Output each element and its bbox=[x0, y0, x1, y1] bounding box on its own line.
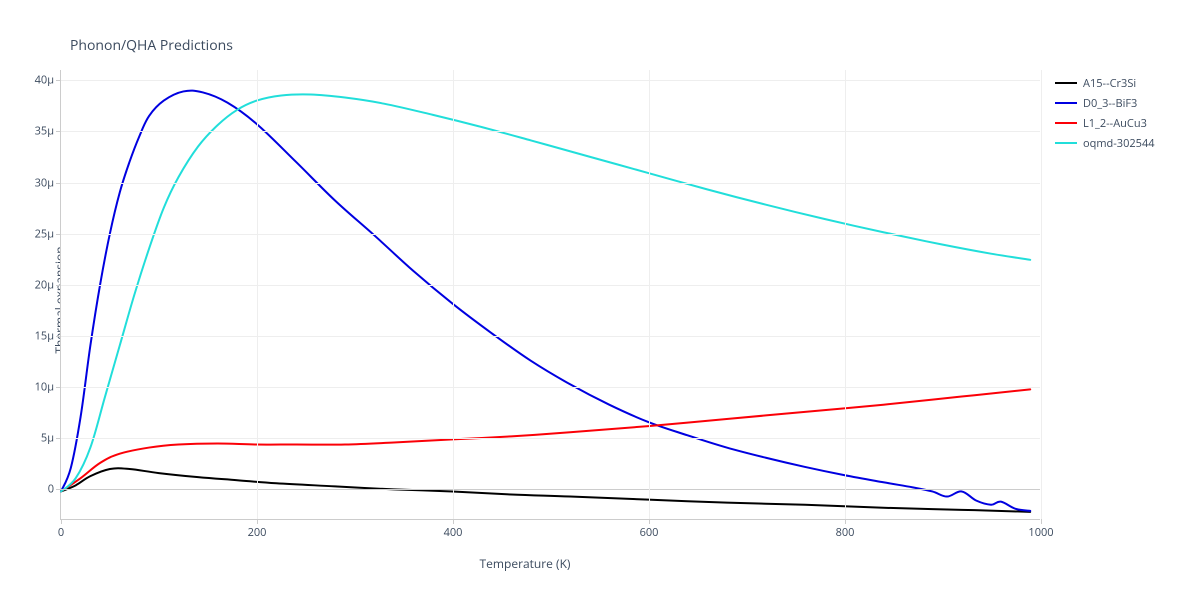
y-tick-mark bbox=[56, 387, 61, 388]
y-tick-label: 40µ bbox=[35, 73, 54, 88]
y-tick-mark bbox=[56, 234, 61, 235]
y-tick-mark bbox=[56, 438, 61, 439]
x-tick-mark bbox=[1041, 519, 1042, 524]
y-tick-mark bbox=[56, 285, 61, 286]
legend-label: L1_2--AuCu3 bbox=[1083, 116, 1147, 131]
legend-item[interactable]: L1_2--AuCu3 bbox=[1055, 115, 1155, 131]
legend-label: oqmd-302544 bbox=[1083, 136, 1155, 151]
legend-swatch bbox=[1055, 102, 1077, 104]
y-tick-mark bbox=[56, 131, 61, 132]
x-tick-label: 600 bbox=[640, 525, 659, 540]
y-tick-label: 20µ bbox=[35, 277, 54, 292]
x-tick-label: 0 bbox=[58, 525, 64, 540]
x-tick-mark bbox=[845, 519, 846, 524]
y-tick-label: 35µ bbox=[35, 124, 54, 139]
x-tick-label: 1000 bbox=[1028, 525, 1053, 540]
series-line[interactable] bbox=[61, 389, 1030, 491]
grid-horizontal bbox=[61, 234, 1040, 235]
x-tick-label: 400 bbox=[444, 525, 463, 540]
series-line[interactable] bbox=[61, 91, 1030, 511]
series-line[interactable] bbox=[61, 94, 1030, 491]
legend-item[interactable]: D0_3--BiF3 bbox=[1055, 95, 1155, 111]
legend-label: A15--Cr3Si bbox=[1083, 76, 1136, 91]
grid-horizontal bbox=[61, 387, 1040, 388]
grid-horizontal bbox=[61, 336, 1040, 337]
y-tick-mark bbox=[56, 336, 61, 337]
y-tick-label: 25µ bbox=[35, 226, 54, 241]
grid-horizontal bbox=[61, 183, 1040, 184]
legend-item[interactable]: oqmd-302544 bbox=[1055, 135, 1155, 151]
legend: A15--Cr3Si D0_3--BiF3 L1_2--AuCu3 oqmd-3025… bbox=[1055, 75, 1155, 155]
y-tick-mark bbox=[56, 183, 61, 184]
y-tick-label: 10µ bbox=[35, 380, 54, 395]
y-tick-label: 30µ bbox=[35, 175, 54, 190]
grid-vertical bbox=[845, 70, 846, 519]
plot-svg bbox=[61, 70, 1040, 519]
grid-horizontal bbox=[61, 80, 1040, 81]
x-tick-mark bbox=[257, 519, 258, 524]
grid-horizontal bbox=[61, 489, 1040, 490]
legend-label: D0_3--BiF3 bbox=[1083, 96, 1137, 111]
y-tick-label: 5µ bbox=[41, 431, 54, 446]
legend-item[interactable]: A15--Cr3Si bbox=[1055, 75, 1155, 91]
x-tick-mark bbox=[453, 519, 454, 524]
grid-vertical bbox=[257, 70, 258, 519]
x-tick-label: 200 bbox=[248, 525, 267, 540]
plot-area: 05µ10µ15µ20µ25µ30µ35µ40µ0200400600800100… bbox=[60, 70, 1040, 520]
legend-swatch bbox=[1055, 122, 1077, 124]
grid-horizontal bbox=[61, 285, 1040, 286]
grid-vertical bbox=[649, 70, 650, 519]
grid-vertical bbox=[453, 70, 454, 519]
grid-vertical bbox=[1041, 70, 1042, 519]
x-tick-mark bbox=[649, 519, 650, 524]
x-axis-label: Temperature (K) bbox=[480, 555, 571, 572]
y-tick-label: 0 bbox=[48, 482, 54, 497]
x-tick-label: 800 bbox=[836, 525, 855, 540]
y-tick-mark bbox=[56, 489, 61, 490]
x-tick-mark bbox=[61, 519, 62, 524]
y-tick-label: 15µ bbox=[35, 328, 54, 343]
legend-swatch bbox=[1055, 142, 1077, 144]
y-tick-mark bbox=[56, 80, 61, 81]
grid-horizontal bbox=[61, 438, 1040, 439]
legend-swatch bbox=[1055, 82, 1077, 84]
grid-horizontal bbox=[61, 131, 1040, 132]
chart-title: Phonon/QHA Predictions bbox=[70, 36, 233, 55]
